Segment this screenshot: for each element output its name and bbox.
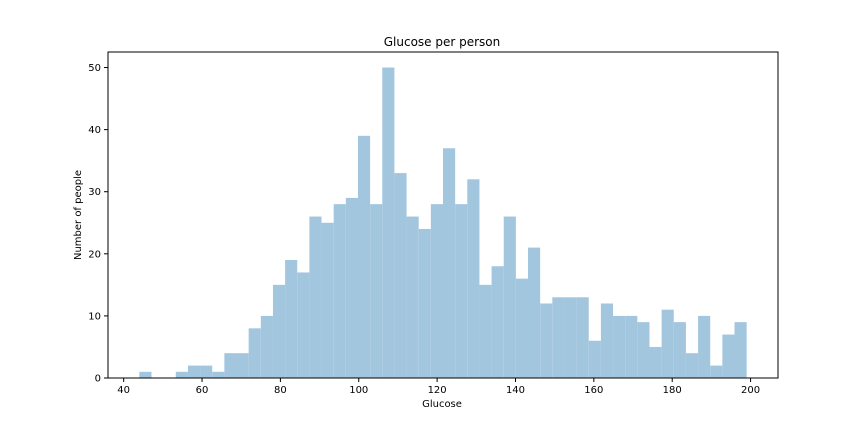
histogram-bar	[443, 148, 456, 378]
histogram-bar	[139, 371, 152, 378]
histogram-bar	[613, 315, 626, 378]
histogram-bar	[272, 284, 286, 378]
chart-title: Glucose per person	[384, 35, 501, 49]
histogram-bar	[285, 260, 298, 378]
histogram-bar	[515, 278, 529, 378]
histogram-bar	[710, 365, 723, 378]
histogram-bar	[297, 272, 310, 378]
histogram-bar	[406, 216, 419, 378]
bars-group	[139, 67, 747, 379]
histogram-bar	[224, 353, 237, 378]
histogram-bar	[467, 179, 480, 378]
plot-frame	[107, 51, 779, 379]
histogram-bar	[661, 309, 674, 378]
histogram-bar	[236, 353, 249, 378]
histogram-bar	[309, 216, 322, 378]
y-tick-label: 40	[88, 125, 101, 136]
x-tick-label: 80	[274, 385, 287, 396]
x-tick-label: 180	[663, 385, 682, 396]
histogram-bar	[430, 204, 443, 378]
y-axis-label: Number of people	[73, 170, 84, 260]
histogram-bar	[418, 228, 431, 378]
histogram-bar	[734, 322, 747, 378]
histogram-bar	[248, 328, 261, 378]
histogram-bar	[345, 197, 358, 378]
histogram-bar	[637, 322, 650, 378]
histogram-bar	[479, 284, 492, 378]
x-tick-label: 60	[196, 385, 209, 396]
y-tick-label: 10	[88, 311, 101, 322]
histogram-bar	[673, 322, 686, 378]
histogram-bar	[588, 340, 601, 378]
histogram-bar	[175, 371, 188, 378]
y-tick-label: 0	[95, 374, 101, 385]
histogram-bar	[187, 365, 201, 378]
histogram-bar	[576, 297, 589, 378]
histogram-bar	[698, 315, 711, 378]
x-tick-label: 160	[584, 385, 603, 396]
histogram-bar	[200, 365, 213, 378]
histogram-bar	[600, 303, 614, 378]
histogram-bar	[321, 222, 334, 378]
x-tick-label: 120	[428, 385, 447, 396]
histogram-bar	[649, 346, 662, 378]
histogram-bar	[357, 135, 371, 378]
histogram-bar	[260, 315, 273, 378]
histogram-bar	[370, 204, 383, 378]
histogram-bar	[394, 173, 407, 378]
x-tick-label: 40	[117, 385, 130, 396]
histogram-bar	[722, 334, 735, 378]
y-axis-ticks: 0 10 20 30 40 50	[88, 63, 108, 385]
y-tick-label: 50	[88, 63, 101, 74]
histogram-bar	[382, 67, 395, 379]
histogram-bar	[685, 353, 699, 378]
x-tick-label: 140	[506, 385, 525, 396]
histogram-bar	[528, 247, 541, 378]
x-axis-label: Glucose	[422, 399, 462, 410]
histogram-bar	[552, 297, 565, 378]
histogram-bar	[503, 216, 516, 378]
y-tick-label: 30	[88, 187, 101, 198]
histogram-bar	[564, 297, 577, 378]
histogram-bar	[491, 266, 504, 378]
histogram-bar	[212, 371, 225, 378]
histogram-bar	[540, 303, 553, 378]
histogram-bar	[455, 204, 468, 378]
y-tick-label: 20	[88, 249, 101, 260]
histogram-bar	[333, 204, 346, 378]
x-tick-label: 200	[741, 385, 760, 396]
x-axis-ticks: 40 60 80 100 120 140 160 180 200	[117, 378, 760, 396]
histogram-bar	[625, 315, 638, 378]
x-tick-label: 100	[349, 385, 368, 396]
